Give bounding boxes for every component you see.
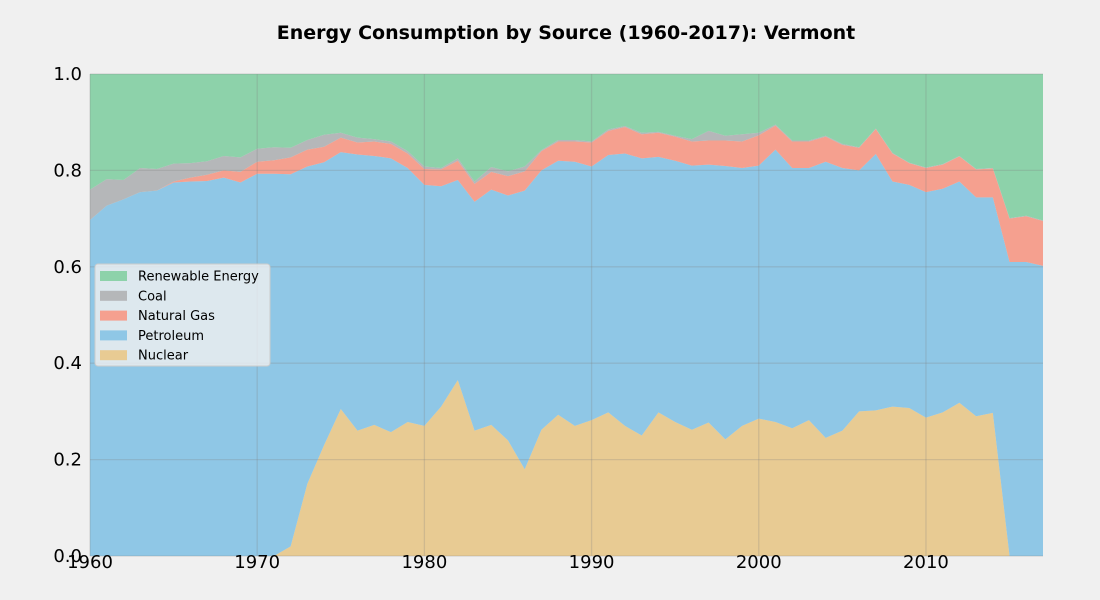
y-tick-label: 0.4: [53, 353, 82, 374]
plot-area: [90, 74, 1043, 556]
area-renewable-energy: [90, 74, 1043, 221]
x-tick-label: 1980: [401, 552, 447, 573]
legend-label-petroleum: Petroleum: [138, 329, 204, 344]
legend-label-nuclear: Nuclear: [138, 349, 189, 364]
legend-label-renewable-energy: Renewable Energy: [138, 270, 259, 285]
y-tick-label: 0.6: [53, 257, 82, 278]
chart-title: Energy Consumption by Source (1960-2017)…: [277, 22, 856, 44]
area-petroleum: [90, 149, 1043, 556]
x-axis-ticks: 1960 1970 1980 1990 2000 2010: [67, 552, 949, 573]
area-nuclear: [90, 380, 1043, 556]
x-tick-label: 1960: [67, 552, 113, 573]
y-axis-ticks: 0.0 0.2 0.4 0.6 0.8 1.0: [53, 64, 82, 567]
legend-box: [94, 263, 271, 367]
y-tick-label: 0.0: [53, 546, 82, 567]
x-tick-label: 1970: [234, 552, 280, 573]
legend-label-coal: Coal: [138, 289, 167, 304]
y-tick-label: 1.0: [53, 64, 82, 85]
legend-swatch-renewable-energy: [100, 271, 127, 281]
x-tick-label: 2000: [736, 552, 782, 573]
y-tick-label: 0.8: [53, 160, 82, 181]
legend-label-natural-gas: Natural Gas: [138, 309, 215, 324]
y-tick-label: 0.2: [53, 450, 82, 471]
x-tick-label: 2010: [903, 552, 949, 573]
x-tick-label: 1990: [569, 552, 615, 573]
legend-swatch-coal: [100, 290, 127, 301]
area-natural-gas: [90, 125, 1043, 266]
legend: Renewable Energy Coal Natural Gas Petroleum…: [94, 263, 271, 367]
legend-swatch-natural-gas: [100, 310, 127, 321]
legend-swatch-nuclear: [100, 350, 127, 361]
legend-swatch-petroleum: [100, 330, 127, 341]
